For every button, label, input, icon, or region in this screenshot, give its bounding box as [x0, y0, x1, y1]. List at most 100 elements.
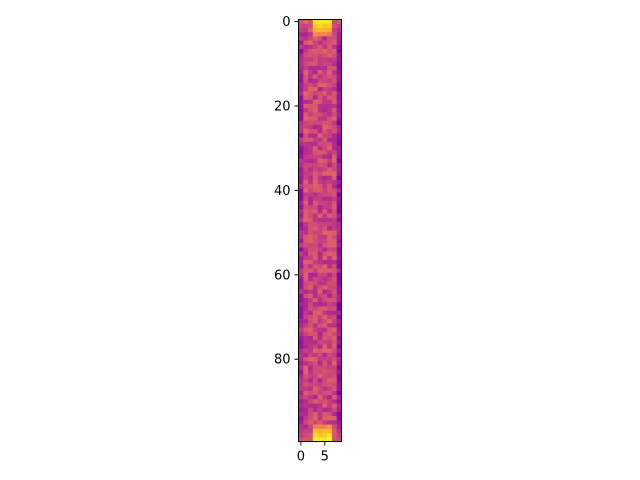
heatmap-cell — [331, 352, 338, 358]
heatmap-cell — [327, 179, 333, 185]
heatmap-cell — [303, 125, 309, 130]
heatmap-cell — [308, 230, 314, 236]
heatmap-cell — [331, 247, 338, 252]
heatmap-cell — [303, 150, 309, 155]
heatmap-cell — [336, 213, 342, 219]
heatmap-cell — [303, 36, 309, 41]
heatmap-cell — [322, 217, 328, 223]
heatmap-cell — [312, 378, 318, 383]
heatmap-cell — [303, 416, 309, 421]
heatmap-cell — [308, 65, 314, 71]
heatmap-cell — [336, 285, 342, 290]
heatmap-cell — [331, 276, 338, 282]
heatmap-cell — [312, 192, 318, 198]
axes-frame — [298, 19, 342, 442]
heatmap-cell — [298, 209, 304, 214]
heatmap-cell — [327, 238, 333, 244]
heatmap-cell — [327, 125, 333, 130]
heatmap-cell — [317, 428, 323, 434]
heatmap-cell — [327, 428, 333, 434]
heatmap-cell — [331, 137, 338, 143]
heatmap-cell — [331, 424, 338, 430]
heatmap-cell — [322, 348, 328, 354]
heatmap-cell — [327, 40, 333, 46]
heatmap-cell — [327, 390, 333, 396]
heatmap-cell — [327, 129, 333, 134]
heatmap-cell — [298, 53, 304, 58]
heatmap-cell — [298, 150, 304, 155]
heatmap-cell — [327, 357, 333, 362]
heatmap-cell — [308, 162, 314, 168]
heatmap-cell — [303, 222, 309, 227]
heatmap-cell — [327, 120, 333, 126]
heatmap-cell — [317, 146, 323, 151]
heatmap-cell — [317, 27, 323, 33]
heatmap-cell — [298, 217, 304, 223]
heatmap-cell — [322, 416, 328, 421]
heatmap-cell — [336, 167, 342, 172]
heatmap-cell — [312, 428, 318, 434]
heatmap-cell — [303, 188, 309, 193]
heatmap-cell — [336, 331, 342, 337]
heatmap-cell — [327, 200, 333, 206]
heatmap-cell — [322, 293, 328, 299]
heatmap-cell — [322, 53, 328, 58]
heatmap-cell — [317, 184, 323, 189]
heatmap-cell — [312, 293, 318, 299]
heatmap-cell — [336, 137, 342, 143]
heatmap-cell — [312, 238, 318, 244]
heatmap-cell — [327, 137, 333, 143]
heatmap-cell — [312, 411, 318, 417]
heatmap-cell — [327, 378, 333, 383]
heatmap-cell — [327, 247, 333, 252]
heatmap-cell — [303, 298, 309, 303]
heatmap-cell — [322, 302, 328, 307]
heatmap-cell — [331, 373, 338, 379]
heatmap-cell — [336, 27, 342, 33]
heatmap-cell — [327, 293, 333, 299]
heatmap-cell — [317, 255, 323, 261]
heatmap-cell — [336, 158, 342, 164]
heatmap-cell — [317, 141, 323, 147]
heatmap-cell — [298, 196, 304, 202]
heatmap-cell — [303, 91, 309, 96]
heatmap-cell — [322, 306, 328, 311]
heatmap-cell — [298, 103, 304, 109]
heatmap-cell — [308, 87, 314, 92]
heatmap-cell — [317, 411, 323, 417]
heatmap-cell — [308, 268, 314, 273]
heatmap-cell — [322, 179, 328, 185]
heatmap-cell — [298, 386, 304, 392]
heatmap-cell — [331, 150, 338, 155]
heatmap-cell — [317, 336, 323, 341]
heatmap-cell — [303, 49, 309, 54]
heatmap-cell — [331, 369, 338, 375]
heatmap-cell — [312, 340, 318, 345]
heatmap-cell — [331, 437, 338, 442]
heatmap-cell — [322, 399, 328, 404]
heatmap-cell — [303, 120, 309, 126]
heatmap-cell — [327, 57, 333, 62]
heatmap-cell — [298, 336, 304, 341]
heatmap-cell — [298, 348, 304, 354]
heatmap-cell — [322, 95, 328, 100]
heatmap-cell — [322, 298, 328, 303]
heatmap-cell — [327, 302, 333, 307]
heatmap-cell — [312, 420, 318, 425]
heatmap-cell — [336, 82, 342, 88]
heatmap-cell — [322, 19, 328, 25]
heatmap-cell — [312, 49, 318, 54]
heatmap-cell — [336, 192, 342, 198]
heatmap-cell — [298, 289, 304, 295]
heatmap-cell — [298, 200, 304, 206]
heatmap-cell — [317, 327, 323, 333]
heatmap-cell — [327, 420, 333, 425]
heatmap-cell — [312, 91, 318, 96]
heatmap-cell — [327, 70, 333, 75]
heatmap-cell — [308, 19, 314, 25]
heatmap-cell — [312, 158, 318, 164]
heatmap-cell — [308, 226, 314, 231]
heatmap-cell — [317, 82, 323, 88]
heatmap-cell — [317, 238, 323, 244]
heatmap-cell — [327, 188, 333, 193]
